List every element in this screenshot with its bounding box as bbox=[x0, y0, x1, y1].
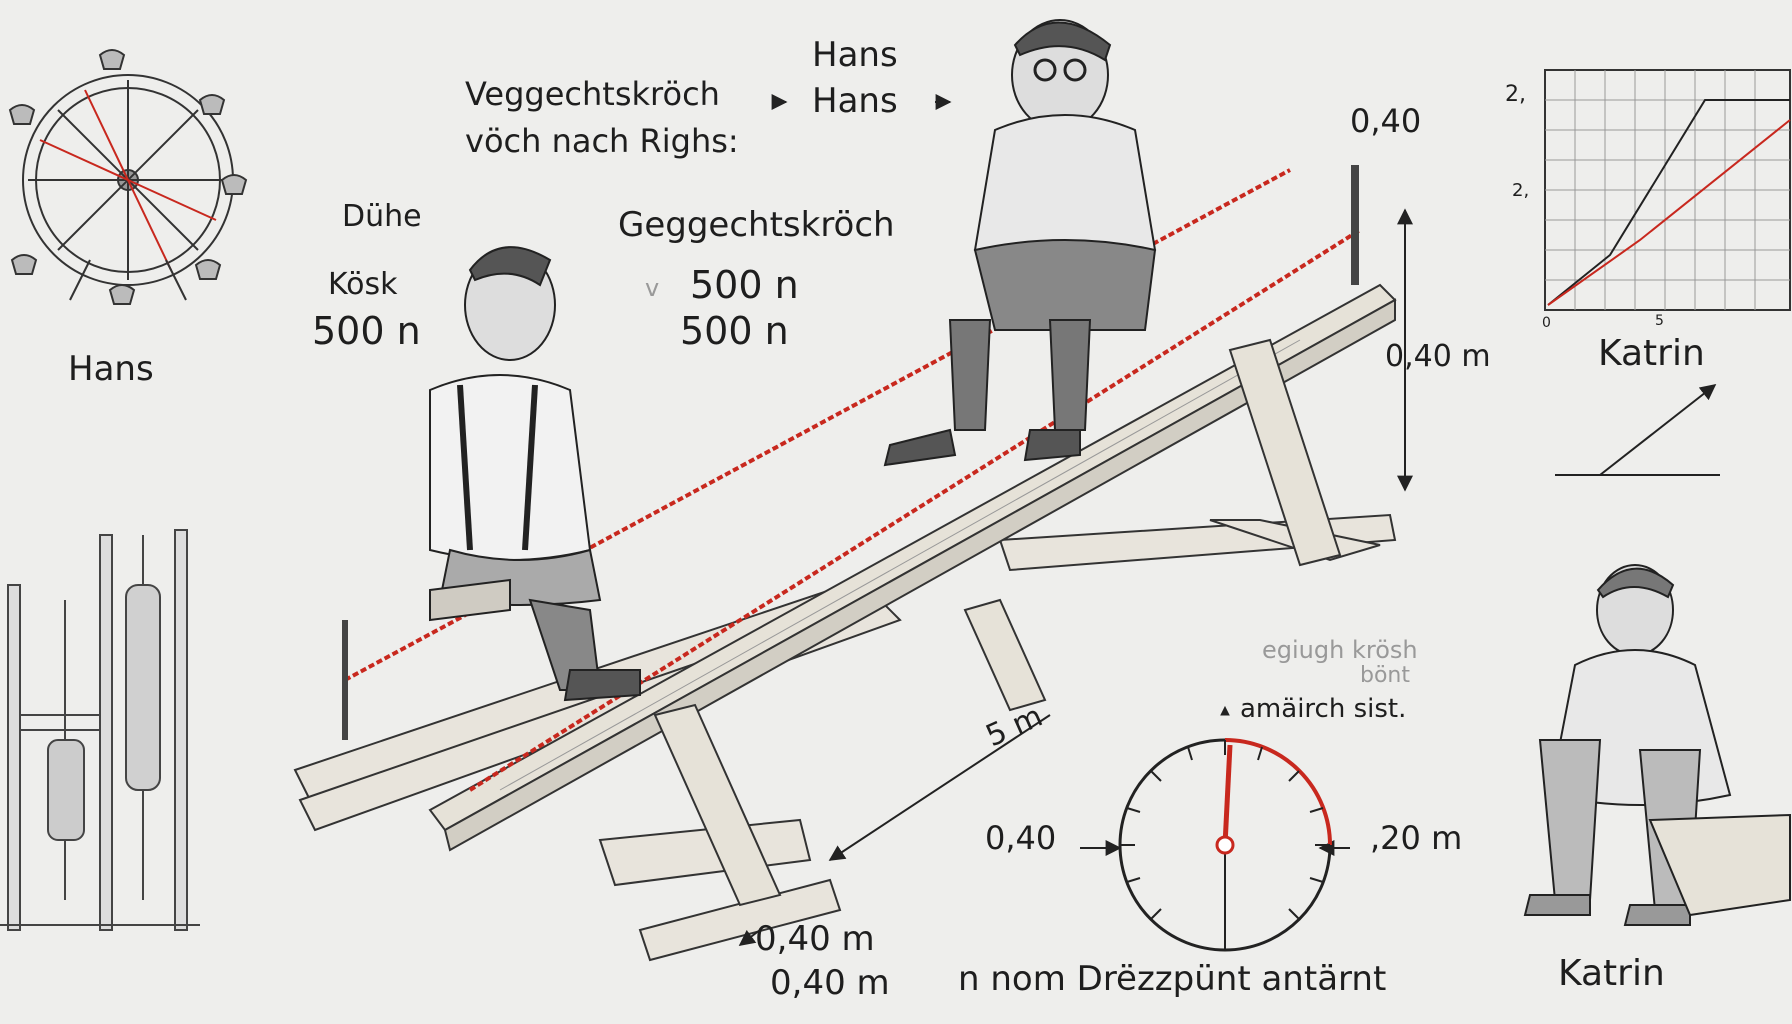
chart-tick-x: 5 bbox=[1655, 313, 1664, 329]
note-line-3: amäirch sist. bbox=[1240, 694, 1407, 724]
label-gegg-value-1: 500 n bbox=[690, 263, 799, 307]
label-height-top: 0,40 bbox=[1350, 102, 1422, 140]
chart-tick-mid: 2, bbox=[1512, 180, 1530, 201]
spool-apparatus-sketch bbox=[0, 529, 200, 931]
mini-chart bbox=[1544, 69, 1791, 311]
label-bottom-dim-1: 0,40 m bbox=[755, 919, 875, 959]
chart-tick-top: 2, bbox=[1505, 82, 1526, 107]
label-bottom-dim-2: 0,40 m bbox=[770, 963, 890, 1003]
man-figure bbox=[883, 19, 1157, 467]
label-gegg-value-2: 500 n bbox=[680, 309, 789, 353]
label-gegg-marker: v bbox=[645, 274, 660, 302]
chart-tick-origin: 0 bbox=[1542, 315, 1551, 331]
dimension-arrows bbox=[738, 94, 1413, 946]
label-kosk: Kösk bbox=[328, 267, 398, 302]
label-hans-left: Hans bbox=[68, 349, 154, 389]
ferris-wheel-sketch bbox=[8, 49, 248, 305]
child-figure bbox=[429, 246, 641, 702]
note-line-2: bönt bbox=[1360, 663, 1410, 688]
heading-line-2: vöch nach Righs: bbox=[465, 122, 739, 160]
katrin-figure bbox=[1523, 564, 1791, 926]
gauge-label-right: ,20 m bbox=[1370, 819, 1463, 857]
footer-caption: n nom Drëzzpünt antärnt bbox=[958, 959, 1387, 999]
label-duhe: Dühe bbox=[342, 199, 422, 234]
label-katrin-bottom: Katrin bbox=[1558, 953, 1665, 994]
note-line-1: egiugh krösh bbox=[1262, 636, 1418, 664]
fulcrum-stand bbox=[653, 338, 1342, 907]
label-hans-top-2: Hans bbox=[812, 81, 898, 121]
heading-line-1: Veggechtskröch bbox=[465, 75, 720, 113]
dial-gauge-icon bbox=[1118, 705, 1332, 952]
chart-arrow-icon bbox=[1555, 384, 1720, 476]
label-hans-top-1: Hans bbox=[812, 35, 898, 75]
label-kosk-value: 500 n bbox=[312, 309, 421, 353]
label-gegg: Geggechtskröch bbox=[618, 205, 895, 245]
label-katrin-chart: Katrin bbox=[1598, 333, 1705, 374]
gauge-label-left: 0,40 bbox=[985, 819, 1057, 857]
label-height-right: 0,40 m bbox=[1385, 339, 1491, 374]
